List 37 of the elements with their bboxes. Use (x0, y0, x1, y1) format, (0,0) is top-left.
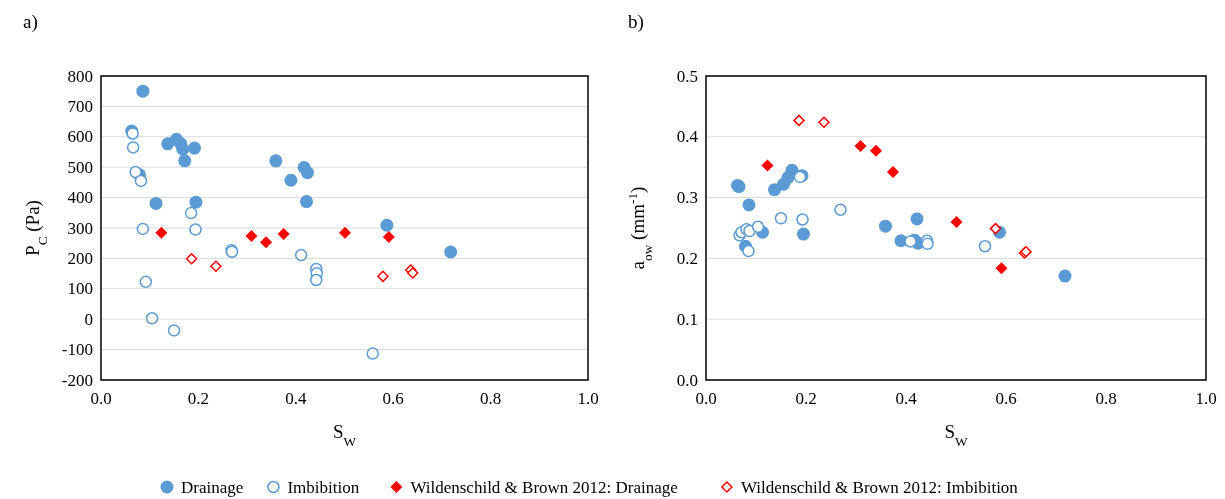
x-tick-label: 0.6 (382, 389, 404, 408)
y-tick-label: 600 (67, 127, 93, 147)
legend-label: Imbibition (287, 477, 360, 497)
y-tick-label: 500 (67, 157, 93, 177)
x-tick-label: 0.4 (895, 389, 918, 408)
x-tick-label: 0.2 (187, 389, 210, 408)
y-tick-label: 0.5 (676, 66, 698, 86)
y-tick-label: 0 (84, 309, 93, 329)
chart-title: a) (23, 11, 38, 33)
x-axis-title: S$_{W}$ (332, 421, 357, 449)
x-tick-label: 0.6 (995, 389, 1017, 408)
y-tick-label: 0.3 (676, 188, 698, 208)
y-tick-label: 0.4 (676, 127, 699, 147)
x-tick-label: 1.0 (1195, 389, 1217, 408)
y-tick-label: 100 (67, 279, 93, 299)
x-tick-label: 1.0 (577, 389, 599, 408)
y-tick-label: 0.2 (676, 248, 698, 268)
x-tick-label: 0.0 (90, 389, 112, 408)
x-tick-label: 0.0 (695, 389, 717, 408)
x-tick-label: 0.8 (479, 389, 502, 408)
y-tick-label: 300 (67, 218, 93, 238)
y-tick-label: 400 (67, 188, 93, 208)
legend-label: Drainage (181, 477, 244, 497)
y-tick-label: 200 (67, 248, 93, 268)
y-tick-label: 800 (67, 66, 93, 86)
x-tick-label: 0.2 (795, 389, 817, 408)
legend-label: Wildenschild & Brown 2012: Imbibition (740, 477, 1019, 497)
y-tick-label: 0.0 (676, 370, 698, 390)
y-tick-label: 700 (67, 96, 93, 116)
x-axis-title: S$_{W}$ (944, 421, 969, 449)
legend-label: Wildenschild & Brown 2012: Drainage (410, 477, 678, 497)
y-tick-label: 0.1 (676, 309, 698, 329)
x-tick-label: 0.4 (285, 389, 307, 408)
y-tick-label: -200 (61, 370, 93, 390)
chart-title: b) (628, 11, 644, 33)
y-tick-label: -100 (61, 340, 93, 360)
x-tick-label: 0.8 (1095, 389, 1117, 408)
